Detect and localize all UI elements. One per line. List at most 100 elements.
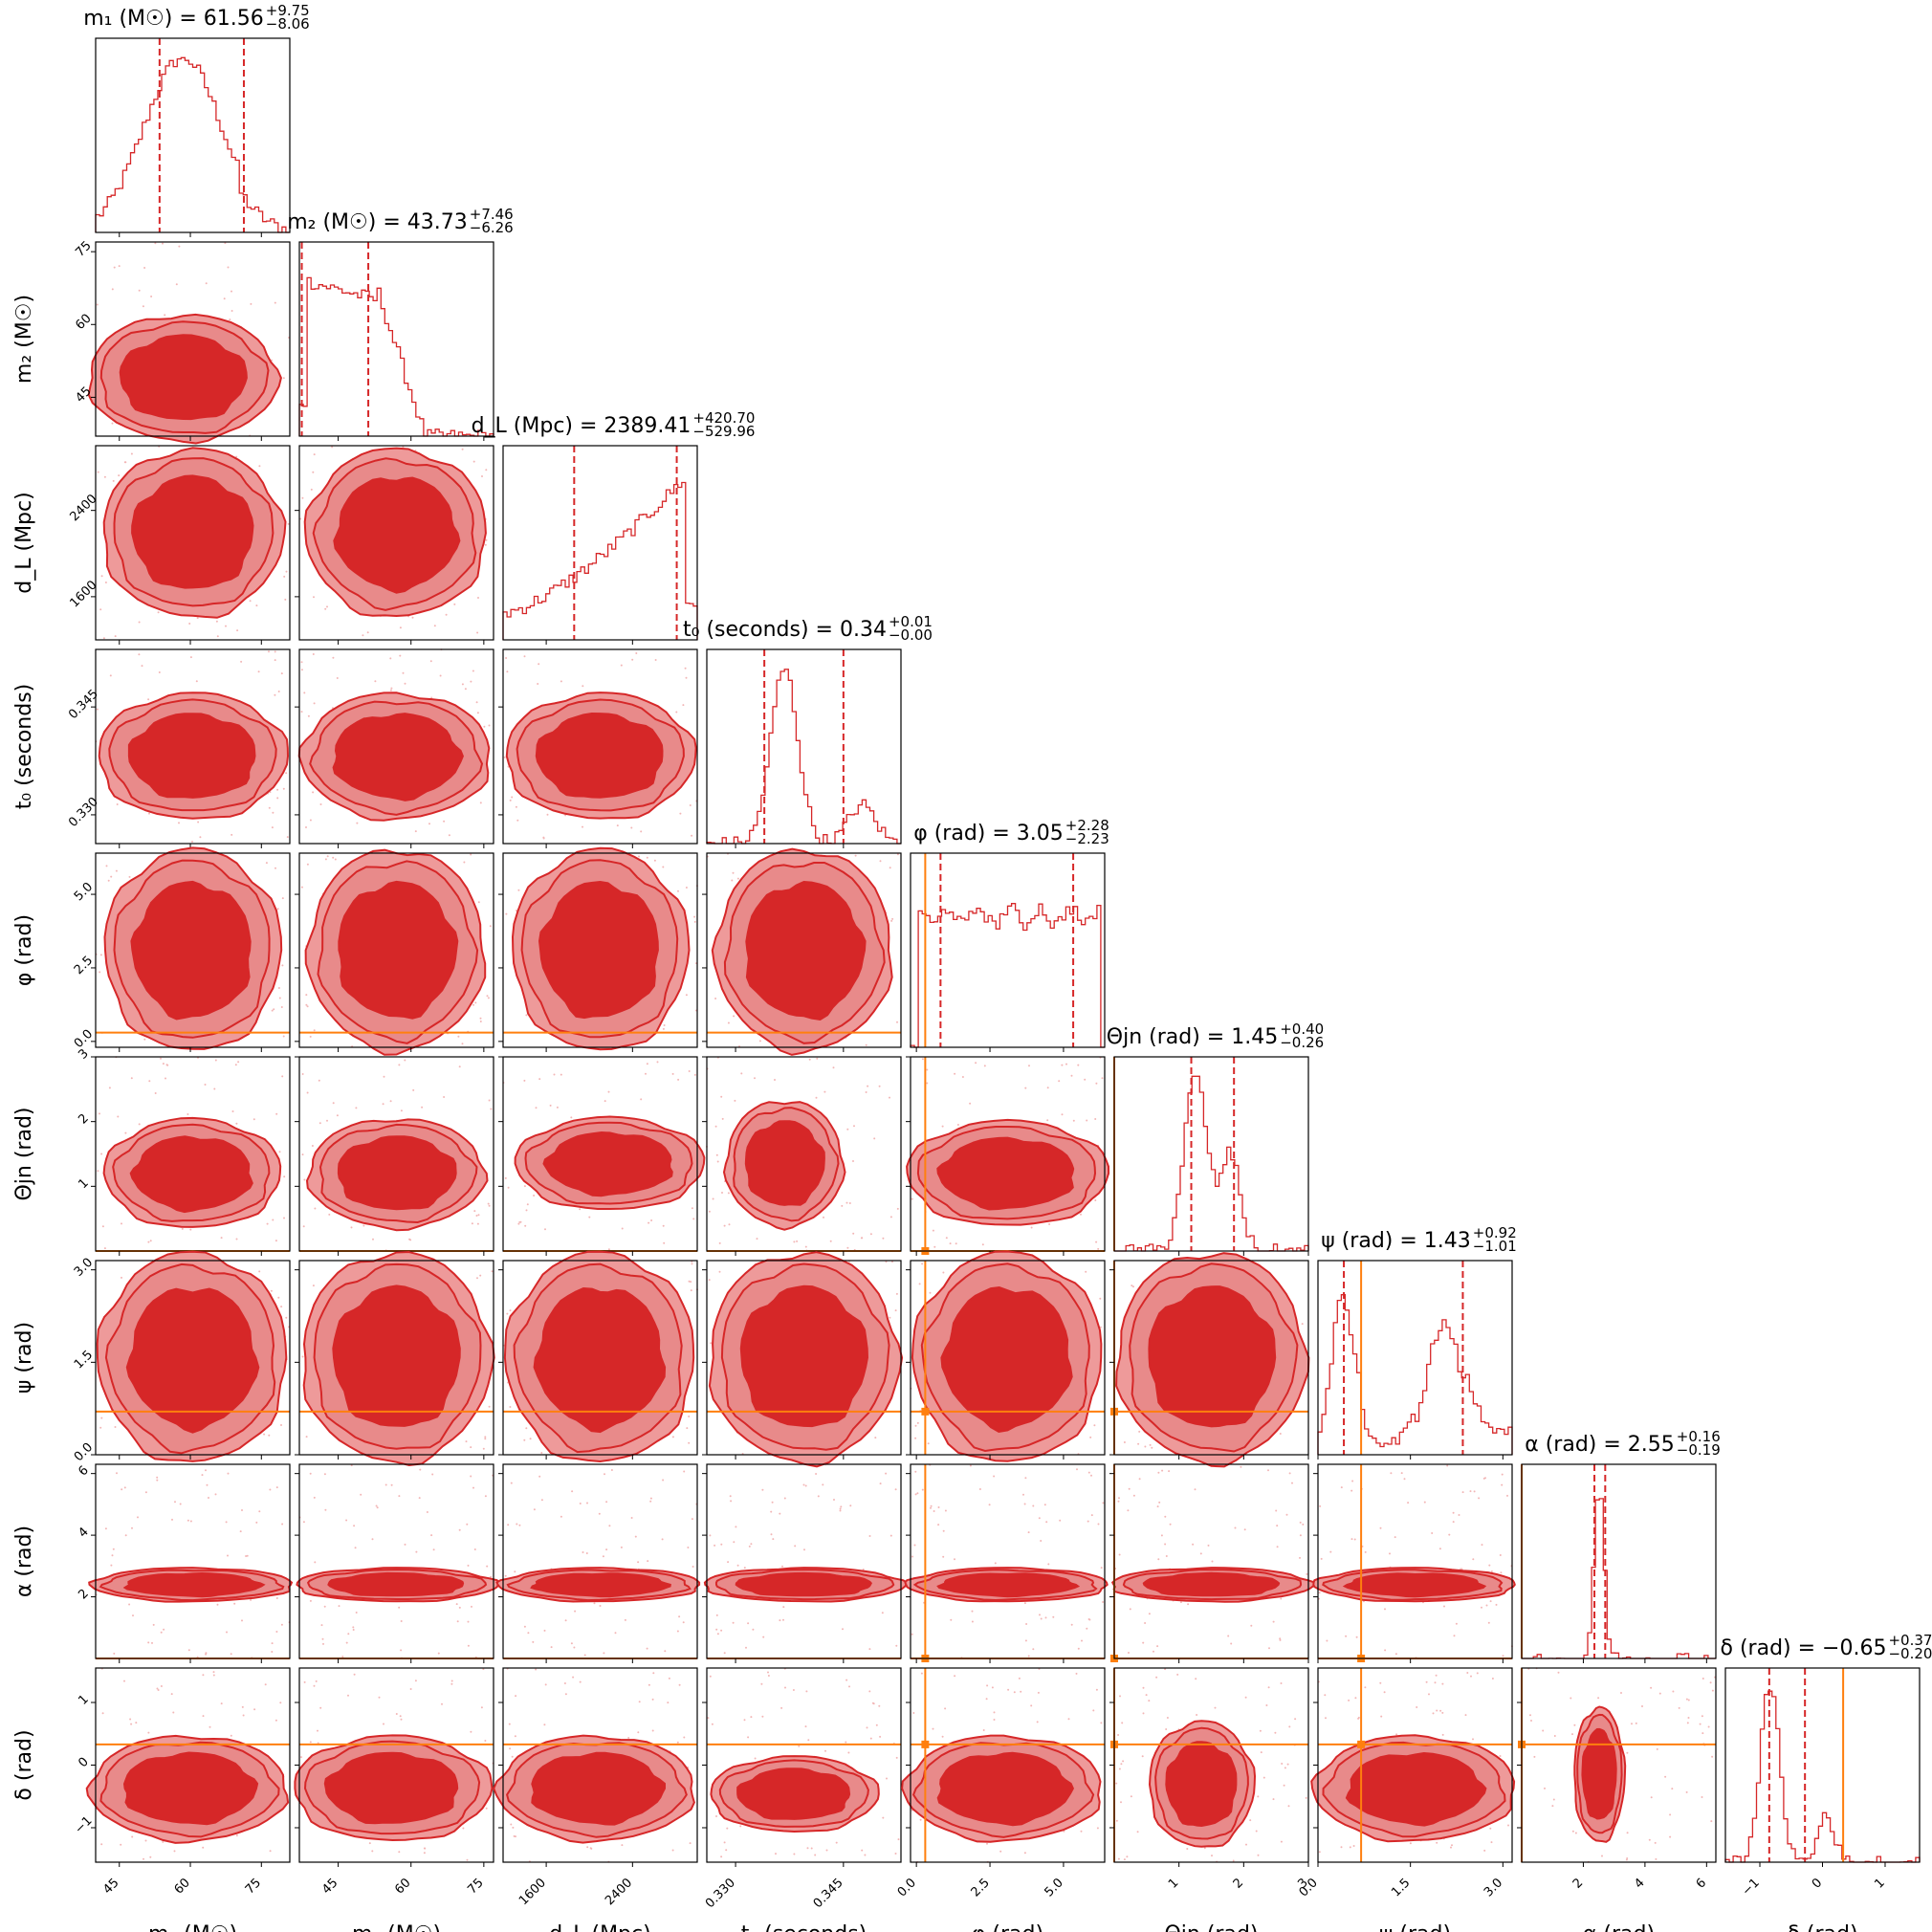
sample-dot <box>689 1842 692 1845</box>
sample-dot <box>158 671 161 673</box>
sample-dot <box>118 265 121 268</box>
sample-dot <box>1687 1699 1690 1701</box>
sample-dot <box>1043 1504 1046 1506</box>
sample-dot <box>112 1548 115 1550</box>
panel-delta-vs-m2: 45 60 75 <box>294 1667 494 1898</box>
sample-dot <box>205 1653 208 1656</box>
sample-dot <box>216 635 219 638</box>
sample-dot <box>354 1547 357 1549</box>
sample-dot <box>300 669 303 671</box>
sample-dot <box>709 1675 712 1678</box>
hist-panel-phi <box>910 852 1106 1052</box>
x-axis-label-m1: m₁ (M☉) <box>148 1922 237 1932</box>
sample-dot <box>144 1839 147 1842</box>
sample-dot <box>114 1426 117 1428</box>
sample-dot <box>450 1680 453 1682</box>
sample-dot <box>971 1620 974 1623</box>
sample-dot <box>649 1500 652 1503</box>
sample-dot <box>849 1504 852 1507</box>
sample-dot <box>187 1649 190 1652</box>
sample-dot <box>147 1731 150 1734</box>
sample-dot <box>671 1849 674 1852</box>
sample-dot <box>1123 1858 1126 1861</box>
sample-dot <box>1283 1784 1285 1787</box>
sample-dot <box>1087 1471 1090 1474</box>
sample-dot <box>570 1642 573 1645</box>
sample-dot <box>281 1075 284 1078</box>
sample-dot <box>1438 1548 1441 1550</box>
sample-dot <box>485 1807 488 1810</box>
sample-dot <box>1036 1721 1039 1723</box>
sample-dot <box>824 1749 826 1752</box>
sample-dot <box>310 488 313 491</box>
panel-psi-vs-m2 <box>295 1250 495 1467</box>
sample-dot <box>368 1842 371 1845</box>
sample-dot <box>648 1683 650 1686</box>
panel-frame <box>95 445 291 641</box>
sample-dot <box>985 1698 988 1701</box>
sample-dot <box>1481 1544 1483 1547</box>
sample-dot <box>608 1525 611 1527</box>
contour-inner <box>530 1572 671 1598</box>
sample-dot <box>303 692 306 694</box>
sample-dot <box>1390 1472 1393 1475</box>
sample-dot <box>486 1565 489 1568</box>
y-tick-label: 1 <box>76 1176 91 1192</box>
contour-inner <box>119 334 248 421</box>
contour-inner <box>327 1571 465 1597</box>
sample-dot <box>653 859 656 862</box>
sample-dot <box>515 1695 517 1698</box>
sample-dot <box>152 1623 155 1626</box>
sample-dot <box>872 1702 875 1705</box>
sample-dot <box>865 1091 867 1093</box>
sample-dot <box>676 1630 679 1633</box>
sample-dot <box>1048 1223 1051 1225</box>
sample-dot <box>227 1554 229 1557</box>
sample-dot <box>131 1526 133 1529</box>
sample-dot <box>691 1207 693 1210</box>
sample-dot <box>1158 1501 1161 1504</box>
sample-dot <box>770 1533 773 1536</box>
sample-dot <box>986 1684 989 1687</box>
sample-dot <box>835 1841 838 1844</box>
sample-dot <box>728 1223 731 1226</box>
sample-dot <box>135 1722 138 1724</box>
sample-dot <box>277 691 280 692</box>
sample-dot <box>1250 1624 1253 1627</box>
sample-dot <box>634 1535 637 1538</box>
sample-dot <box>225 625 227 627</box>
sample-dot <box>250 302 252 305</box>
sample-dot <box>400 1109 403 1112</box>
sample-dot <box>484 1495 487 1498</box>
sample-dot <box>465 1440 468 1443</box>
panel-frame <box>1724 1667 1921 1863</box>
sample-dot <box>1329 1550 1332 1553</box>
sample-dot <box>693 915 696 918</box>
sample-dot <box>470 1475 472 1478</box>
sample-dot <box>144 1491 147 1494</box>
y-axis-label-psi: ψ (rad) <box>12 1322 36 1394</box>
sample-dot <box>476 1222 479 1225</box>
y-axis-label-delta: δ (rad) <box>12 1729 36 1800</box>
panel-frame <box>910 852 1106 1048</box>
sample-dot <box>682 704 685 707</box>
sample-dot <box>426 1511 428 1513</box>
sample-dot <box>312 791 315 794</box>
sample-dot <box>312 1284 315 1287</box>
sample-dot <box>796 1240 799 1242</box>
sample-dot <box>383 1723 384 1725</box>
sample-dot <box>270 1289 273 1292</box>
sample-dot <box>969 1464 972 1467</box>
sample-dot <box>283 1175 286 1178</box>
sample-dot <box>637 1731 640 1734</box>
panel-psi-vs-theta <box>1109 1252 1310 1468</box>
panel-frame <box>502 648 698 845</box>
sample-dot <box>1142 1712 1145 1715</box>
panel-frame <box>298 852 494 1048</box>
sample-dot <box>1425 1680 1428 1683</box>
sample-dot <box>341 1656 344 1658</box>
sample-dot <box>817 1495 820 1498</box>
sample-dot <box>650 1219 653 1221</box>
sample-dot <box>160 1631 163 1634</box>
sample-dot <box>154 242 157 245</box>
